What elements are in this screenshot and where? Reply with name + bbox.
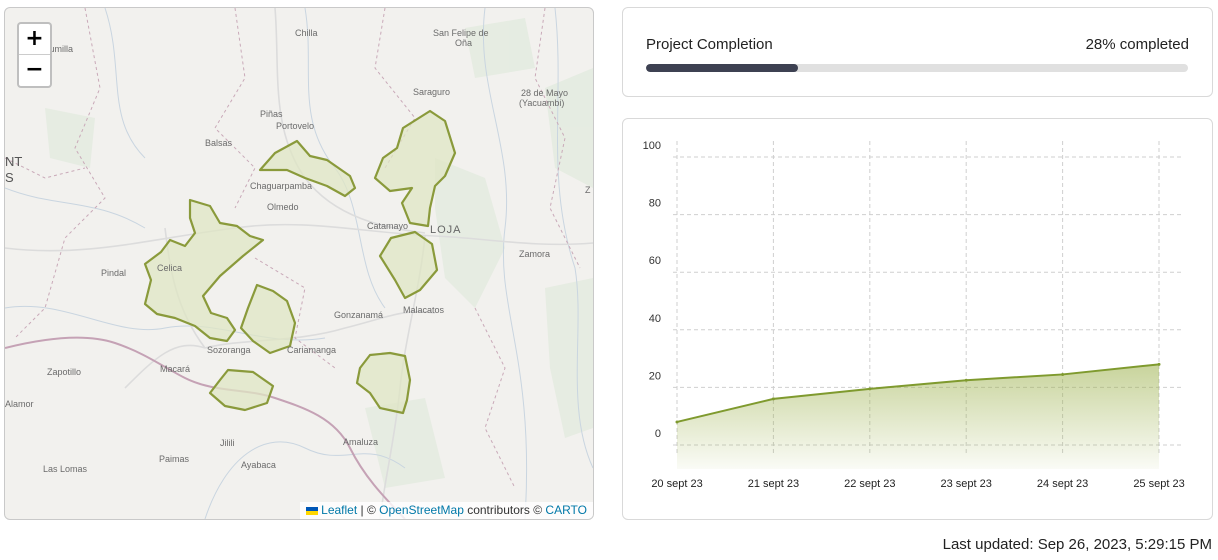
region-macara[interactable] — [208, 368, 275, 412]
data-point — [771, 397, 775, 401]
region-amaluza[interactable] — [355, 351, 412, 415]
map-label: Alamor — [5, 399, 34, 409]
map-label: Portovelo — [276, 121, 314, 131]
region-celica[interactable] — [143, 198, 265, 343]
attribution-contributors: contributors © — [463, 503, 546, 517]
map-label: S — [5, 170, 14, 185]
data-point — [964, 378, 968, 382]
map-label: Celica — [157, 263, 182, 273]
osm-link[interactable]: OpenStreetMap — [379, 503, 464, 517]
chart-card: 0 20 40 60 80 100 20 sept 23 21 sept 23 22 sept … — [622, 118, 1213, 520]
y-tick-label: 60 — [649, 255, 661, 267]
x-tick-label: 20 sept 23 — [651, 478, 702, 490]
data-point — [1061, 372, 1065, 376]
project-regions — [143, 109, 457, 415]
map-label: NT — [5, 154, 22, 169]
zoom-control: + − — [17, 22, 52, 88]
x-tick-label: 22 sept 23 — [844, 478, 895, 490]
project-completion-card: Project Completion 28% completed — [622, 7, 1213, 97]
map-label: Ayabaca — [241, 460, 276, 470]
region-loja[interactable] — [378, 230, 439, 300]
map-label: Chaguarpamba — [250, 181, 312, 191]
data-point — [675, 420, 679, 424]
leaflet-link[interactable]: Leaflet — [321, 503, 358, 517]
map-rivers — [5, 8, 593, 519]
map-label: Saraguro — [413, 87, 450, 97]
map-attribution: Leaflet | © OpenStreetMap contributors ©… — [300, 502, 593, 519]
map-boundaries — [5, 8, 581, 489]
map-label: Z — [585, 185, 591, 195]
y-tick-label: 100 — [643, 140, 661, 152]
map-label: Cumilla — [43, 44, 73, 54]
map-label: Sozoranga — [207, 345, 251, 355]
map-panel[interactable]: Chilla San Felipe de Oña Cumilla Saragur… — [4, 7, 594, 520]
map-label: Catamayo — [367, 221, 408, 231]
map-labels: Chilla San Felipe de Oña Cumilla Saragur… — [5, 28, 591, 474]
map-label: Chilla — [295, 28, 318, 38]
map-label: Jilili — [220, 438, 235, 448]
carto-link[interactable]: CARTO — [545, 503, 587, 517]
map-label: Piñas — [260, 109, 283, 119]
map-label: Malacatos — [403, 305, 445, 315]
x-tick-label: 23 sept 23 — [941, 478, 992, 490]
map-label: Las Lomas — [43, 464, 88, 474]
zoom-in-button[interactable]: + — [19, 24, 50, 55]
map-label: Macará — [160, 364, 190, 374]
map-label: LOJA — [430, 224, 462, 236]
progress-value: 28% completed — [1085, 36, 1189, 53]
map-label: Pindal — [101, 268, 126, 278]
progress-bar — [646, 64, 1188, 72]
series-line — [676, 363, 1160, 423]
data-point — [868, 387, 872, 391]
zoom-out-button[interactable]: − — [25, 57, 44, 82]
map-label: San Felipe de — [433, 28, 489, 38]
region-gonzanama[interactable] — [239, 283, 297, 355]
map-canvas[interactable]: Chilla San Felipe de Oña Cumilla Saragur… — [5, 8, 593, 519]
ukraine-flag-icon — [306, 506, 319, 515]
progress-chart: 0 20 40 60 80 100 20 sept 23 21 sept 23 22 sept … — [643, 140, 1185, 490]
progress-title: Project Completion — [646, 36, 773, 53]
x-tick-label: 24 sept 23 — [1037, 478, 1088, 490]
y-tick-label: 40 — [649, 313, 661, 325]
map-label: Olmedo — [267, 202, 299, 212]
x-tick-label: 25 sept 23 — [1133, 478, 1184, 490]
last-updated: Last updated: Sep 26, 2023, 5:29:15 PM — [942, 536, 1212, 553]
x-tick-label: 21 sept 23 — [748, 478, 799, 490]
attribution-separator: | © — [357, 503, 380, 517]
map-label: Paimas — [159, 454, 190, 464]
progress-bar-fill — [646, 64, 798, 72]
data-point — [1157, 362, 1161, 366]
map-label: Cariamanga — [287, 345, 336, 355]
map-border — [5, 336, 406, 519]
map-label: Balsas — [205, 138, 233, 148]
map-label: Zapotillo — [47, 367, 81, 377]
map-label: Oña — [455, 38, 472, 48]
y-tick-label: 20 — [649, 370, 661, 382]
map-label: (Yacuambi) — [519, 98, 564, 108]
map-label: Amaluza — [343, 437, 378, 447]
map-roads — [5, 8, 593, 519]
map-label: Gonzanamá — [334, 310, 383, 320]
y-tick-label: 0 — [655, 428, 661, 440]
region-saraguro[interactable] — [373, 109, 457, 228]
map-label: 28 de Mayo — [521, 88, 568, 98]
map-label: Zamora — [519, 249, 550, 259]
y-tick-label: 80 — [649, 198, 661, 210]
region-portovelo[interactable] — [258, 139, 357, 198]
map-terrain — [45, 18, 593, 488]
series-area — [677, 364, 1159, 469]
